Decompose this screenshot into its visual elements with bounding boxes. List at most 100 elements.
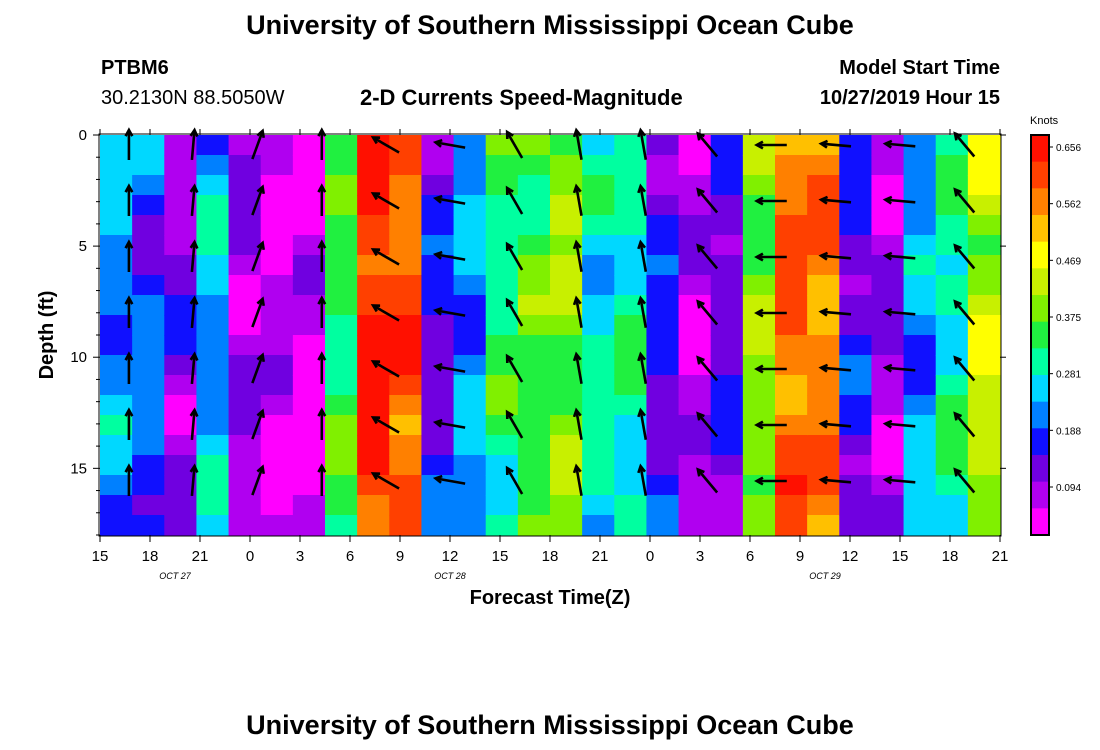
- heat-cell: [775, 155, 808, 176]
- heat-cell: [967, 175, 1001, 196]
- heat-cell: [260, 335, 294, 356]
- heat-cell: [517, 355, 551, 376]
- current-arrow: [189, 239, 199, 273]
- heat-cell: [517, 475, 551, 496]
- heat-cell: [357, 375, 390, 396]
- heat-cell: [260, 295, 294, 316]
- heat-cell: [453, 275, 487, 296]
- heat-cell: [839, 455, 873, 476]
- heat-cell: [710, 515, 744, 536]
- current-arrow: [124, 463, 134, 496]
- heat-cell: [517, 195, 551, 216]
- heat-cell: [228, 395, 262, 416]
- heat-cell: [710, 355, 744, 376]
- current-arrow: [370, 472, 400, 490]
- heat-cell: [517, 295, 551, 316]
- heat-cell: [357, 155, 390, 176]
- heat-cell: [292, 355, 326, 376]
- heat-cell: [582, 455, 615, 476]
- current-arrow: [317, 295, 327, 328]
- heat-cell: [228, 135, 262, 156]
- heat-cell: [196, 355, 230, 376]
- heat-cell: [196, 455, 230, 476]
- colorbar-swatch: [1031, 375, 1049, 403]
- current-arrow: [637, 463, 648, 496]
- heat-cell: [646, 255, 680, 276]
- heat-cell: [935, 295, 969, 316]
- heat-cell: [807, 495, 840, 516]
- heat-cell: [871, 375, 905, 396]
- heat-cell: [100, 355, 133, 376]
- heat-cell: [164, 415, 198, 436]
- current-arrow: [432, 362, 466, 373]
- current-arrow: [124, 239, 134, 272]
- colorbar-swatch: [1031, 215, 1049, 243]
- heat-cell: [421, 455, 455, 476]
- heat-cell: [421, 255, 455, 276]
- heat-cell: [132, 235, 165, 256]
- heat-cell: [967, 515, 1001, 536]
- heat-cell: [164, 475, 198, 496]
- heat-cell: [550, 395, 583, 416]
- current-arrow: [818, 475, 852, 485]
- heat-cell: [132, 295, 165, 316]
- heat-cell: [775, 355, 808, 376]
- heat-cell: [389, 235, 423, 256]
- heat-cell: [550, 435, 583, 456]
- heat-cell: [710, 475, 744, 496]
- heat-cell: [550, 475, 583, 496]
- heat-cell: [582, 375, 615, 396]
- current-arrow: [505, 185, 524, 215]
- current-vectors: [124, 127, 976, 497]
- current-arrow: [882, 475, 916, 485]
- heat-cell: [967, 455, 1001, 476]
- heat-cell: [710, 235, 744, 256]
- heat-cell: [582, 135, 615, 156]
- heat-cell: [100, 455, 133, 476]
- colorbar-label: 0.281: [1056, 370, 1081, 381]
- current-arrow: [754, 308, 787, 318]
- current-arrow: [370, 304, 400, 322]
- heat-cell: [807, 175, 840, 196]
- heat-cell: [775, 175, 808, 196]
- heat-cell: [935, 215, 969, 236]
- heat-cell: [260, 355, 294, 376]
- heat-cell: [967, 215, 1001, 236]
- heat-cell: [935, 475, 969, 496]
- current-arrow: [251, 408, 265, 440]
- heat-cell: [614, 475, 648, 496]
- heat-cell: [678, 435, 712, 456]
- current-arrow: [251, 240, 265, 272]
- heat-cell: [839, 315, 873, 336]
- station-id: PTBM6: [101, 57, 169, 79]
- current-arrow: [754, 420, 787, 430]
- current-arrow: [818, 363, 852, 373]
- heat-cell: [389, 135, 423, 156]
- heat-cell: [292, 455, 326, 476]
- heat-cell: [260, 375, 294, 396]
- heat-cell: [678, 315, 712, 336]
- heat-cell: [742, 175, 776, 196]
- heat-cell: [164, 355, 198, 376]
- heat-cell: [742, 315, 776, 336]
- heat-cell: [742, 395, 776, 416]
- current-arrow: [637, 407, 648, 440]
- heat-cell: [967, 375, 1001, 396]
- heat-cell: [485, 435, 519, 456]
- current-arrow: [317, 463, 327, 496]
- heat-cell: [100, 175, 133, 196]
- heat-cell: [807, 435, 840, 456]
- heat-cell: [453, 475, 487, 496]
- colorbar-swatch: [1031, 508, 1049, 536]
- heat-cell: [485, 275, 519, 296]
- heat-cell: [260, 435, 294, 456]
- heat-cell: [775, 495, 808, 516]
- heat-cell: [839, 475, 873, 496]
- heat-cell: [357, 395, 390, 416]
- heat-cell: [550, 195, 583, 216]
- heat-cell: [292, 495, 326, 516]
- heat-cell: [164, 175, 198, 196]
- colorbar-label: 0.375: [1056, 313, 1081, 324]
- heat-cell: [935, 235, 969, 256]
